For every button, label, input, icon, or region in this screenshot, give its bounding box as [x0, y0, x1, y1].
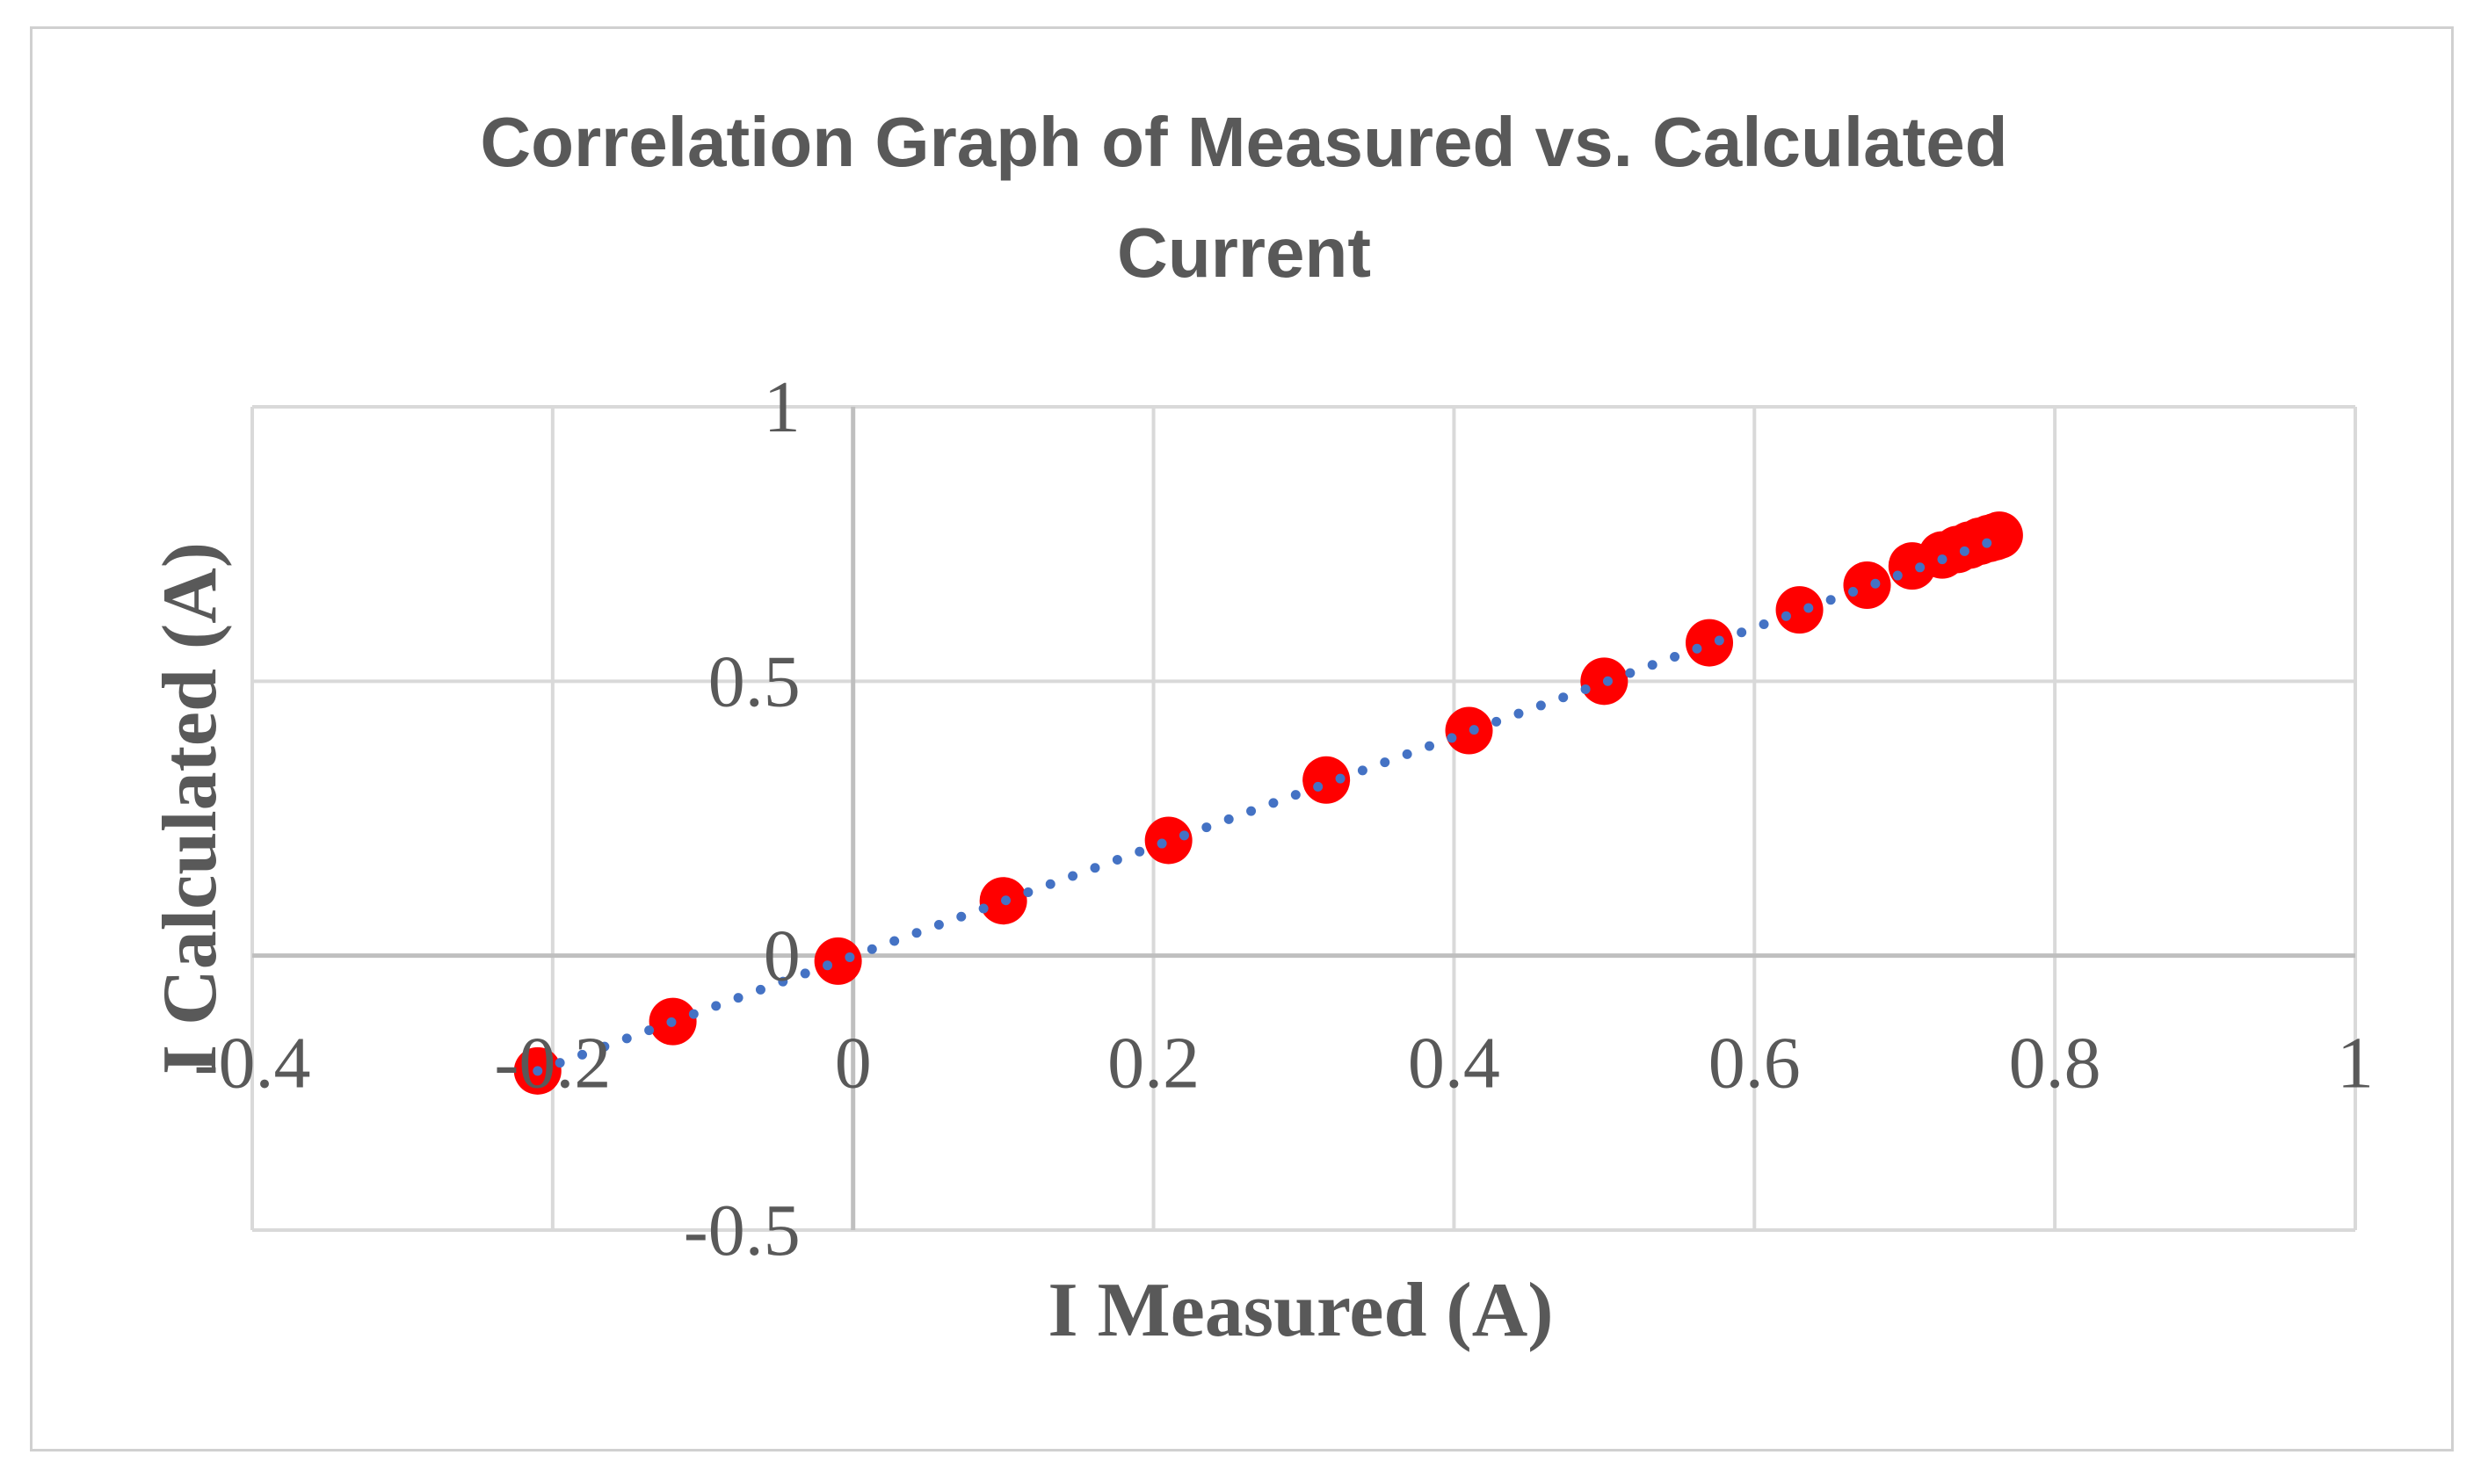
- x-tick-label: 0.2: [1107, 1023, 1200, 1104]
- gridlines: [250, 405, 2357, 1232]
- axes: [252, 407, 2355, 1230]
- x-tick-label: 0.6: [1708, 1023, 1801, 1104]
- chart-title-line-1: Correlation Graph of Measured vs. Calcul…: [480, 103, 2008, 181]
- x-tick-label: -0.4: [194, 1023, 311, 1104]
- x-axis-label: I Measured (A): [1048, 1268, 1553, 1353]
- data-point: [1843, 561, 1891, 610]
- x-tick-label: -0.2: [494, 1023, 611, 1104]
- y-tick-label: -0.5: [684, 1190, 801, 1271]
- x-tick-label: 0.8: [2009, 1023, 2101, 1104]
- data-point: [814, 937, 862, 985]
- data-point: [1144, 816, 1193, 865]
- data-point: [1445, 706, 1493, 755]
- x-tick-label: 0: [835, 1023, 872, 1104]
- trendline: [533, 533, 2005, 1076]
- chart-frame: [30, 26, 2454, 1451]
- data-points: [513, 511, 2023, 1095]
- tick-labels: -0.4 -0.2 0 0.2 0.4 0.6 0.8 1 -0.5 0 0.5 1: [194, 366, 2374, 1271]
- data-point: [1775, 586, 1824, 634]
- data-point: [1686, 619, 1734, 667]
- chart-title-line-2: Current: [1117, 214, 1371, 292]
- y-tick-label: 0: [764, 916, 801, 997]
- x-tick-label: 1: [2337, 1023, 2374, 1104]
- x-tick-label: 0.4: [1408, 1023, 1500, 1104]
- y-axis-label: I Calculated (A): [148, 542, 233, 1075]
- y-tick-label: 1: [764, 366, 801, 448]
- y-tick-label: 0.5: [708, 641, 801, 722]
- data-point: [1302, 756, 1351, 804]
- data-point: [1975, 511, 2023, 560]
